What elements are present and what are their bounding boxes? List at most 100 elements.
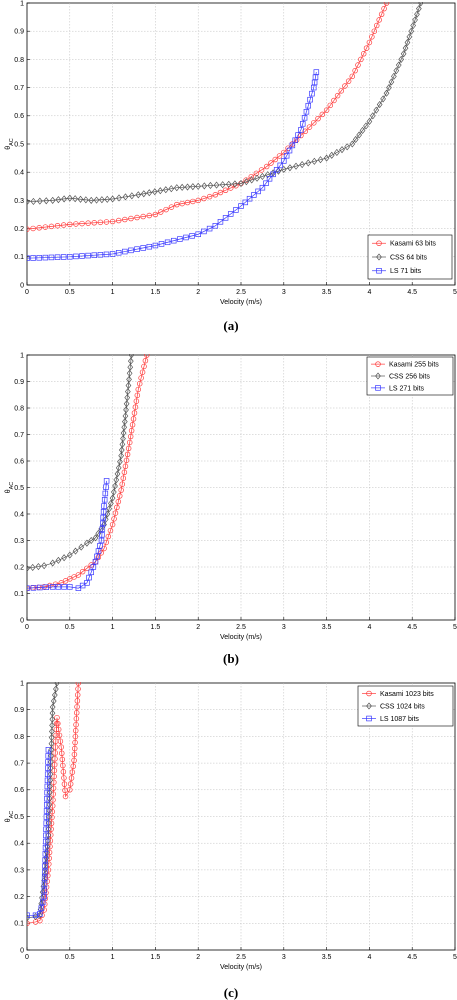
series-point (60, 769, 67, 775)
series-point (124, 388, 131, 396)
legend-swatch-marker (376, 240, 382, 247)
y-tick-label: 0.5 (14, 814, 24, 821)
series-point (190, 198, 196, 205)
series-point (72, 739, 78, 746)
series-point (328, 151, 335, 159)
series-point (55, 584, 62, 590)
y-tick-label: 0 (20, 617, 24, 624)
series-point (358, 56, 364, 63)
series-point (46, 861, 52, 867)
series-point (146, 212, 153, 219)
legend-swatch-marker (375, 385, 381, 391)
y-tick-label: 0.6 (14, 113, 24, 120)
x-tick-label: 2 (196, 289, 200, 296)
series-point (122, 463, 129, 470)
series-point (86, 574, 92, 581)
y-tick-label: 0.9 (14, 707, 24, 714)
y-tick-label: 0 (20, 282, 24, 289)
series-point (47, 758, 54, 766)
series-point (289, 142, 296, 149)
series-point (90, 564, 97, 570)
series-point (360, 51, 367, 57)
series-point (412, 16, 418, 24)
series-point (212, 192, 219, 198)
series-point (126, 375, 132, 383)
series-point (27, 198, 30, 206)
series-point (73, 710, 80, 716)
series-point (46, 813, 52, 821)
series-point (136, 380, 143, 387)
series-point (74, 692, 81, 698)
series-point (68, 775, 75, 781)
series-point (416, 5, 422, 13)
series-point (43, 814, 50, 820)
series-point (62, 793, 69, 800)
series-point (106, 505, 113, 513)
series-point (243, 178, 250, 186)
legend-swatch-marker (375, 361, 381, 367)
series-point (339, 146, 345, 154)
series-point (49, 727, 55, 736)
series-point (88, 569, 94, 576)
legend-entry: LS 71 bits (390, 268, 422, 275)
series-point (349, 73, 356, 80)
y-axis-label: θAC (5, 138, 15, 150)
legend-entry: Kasami 255 bits (389, 362, 439, 369)
series-point (131, 410, 138, 416)
series-point (305, 102, 312, 109)
series-point (173, 184, 180, 192)
series-point (115, 498, 122, 505)
series-point (27, 914, 30, 922)
series-point (395, 61, 402, 69)
series-point (130, 416, 137, 422)
series-point (152, 211, 159, 218)
series-point (349, 140, 356, 148)
series-point (376, 100, 383, 109)
series-point (47, 776, 54, 784)
series-point (345, 78, 352, 84)
series-point (391, 72, 397, 80)
series-point (366, 117, 373, 126)
series-point (378, 11, 385, 18)
legend: Kasami 1023 bits CSS 1024 bits LS 1087 bit… (357, 685, 454, 727)
x-tick-label: 0.5 (65, 289, 75, 296)
series-point (110, 488, 117, 496)
y-tick-label: 1 (20, 0, 24, 7)
series-point (39, 899, 46, 906)
series-point (54, 222, 61, 229)
series-point (120, 475, 127, 481)
series-point (238, 203, 244, 209)
series-line-diamond (27, 2, 422, 203)
series-point (124, 451, 131, 458)
series-point (67, 584, 73, 590)
x-tick-label: 1 (111, 289, 115, 296)
legend-entry: LS 1087 bits (380, 716, 419, 723)
series-point (48, 733, 55, 742)
series-point (219, 181, 226, 189)
series-point (43, 826, 49, 833)
series-point (195, 231, 201, 237)
y-tick-label: 0.4 (14, 511, 24, 518)
series-point (36, 255, 42, 261)
panel-label: (a) (223, 318, 238, 333)
series-point (42, 224, 49, 230)
x-tick-label: 1 (111, 954, 115, 961)
series-point (42, 844, 49, 851)
series-point (122, 248, 128, 255)
series-point (334, 148, 340, 157)
series-point (101, 503, 107, 509)
x-tick-label: 4 (367, 954, 371, 961)
series-point (45, 765, 51, 771)
series-point (44, 795, 50, 802)
y-tick-label: 1 (20, 352, 24, 359)
series-point (56, 732, 63, 739)
series-point (75, 682, 82, 686)
series-point (85, 220, 91, 226)
series-point (393, 67, 400, 75)
series-point (67, 781, 74, 787)
series-point (39, 894, 45, 902)
series-point (75, 686, 81, 692)
series-point (123, 400, 130, 408)
x-tick-label: 0 (25, 289, 29, 296)
x-tick-label: 0 (25, 954, 29, 961)
